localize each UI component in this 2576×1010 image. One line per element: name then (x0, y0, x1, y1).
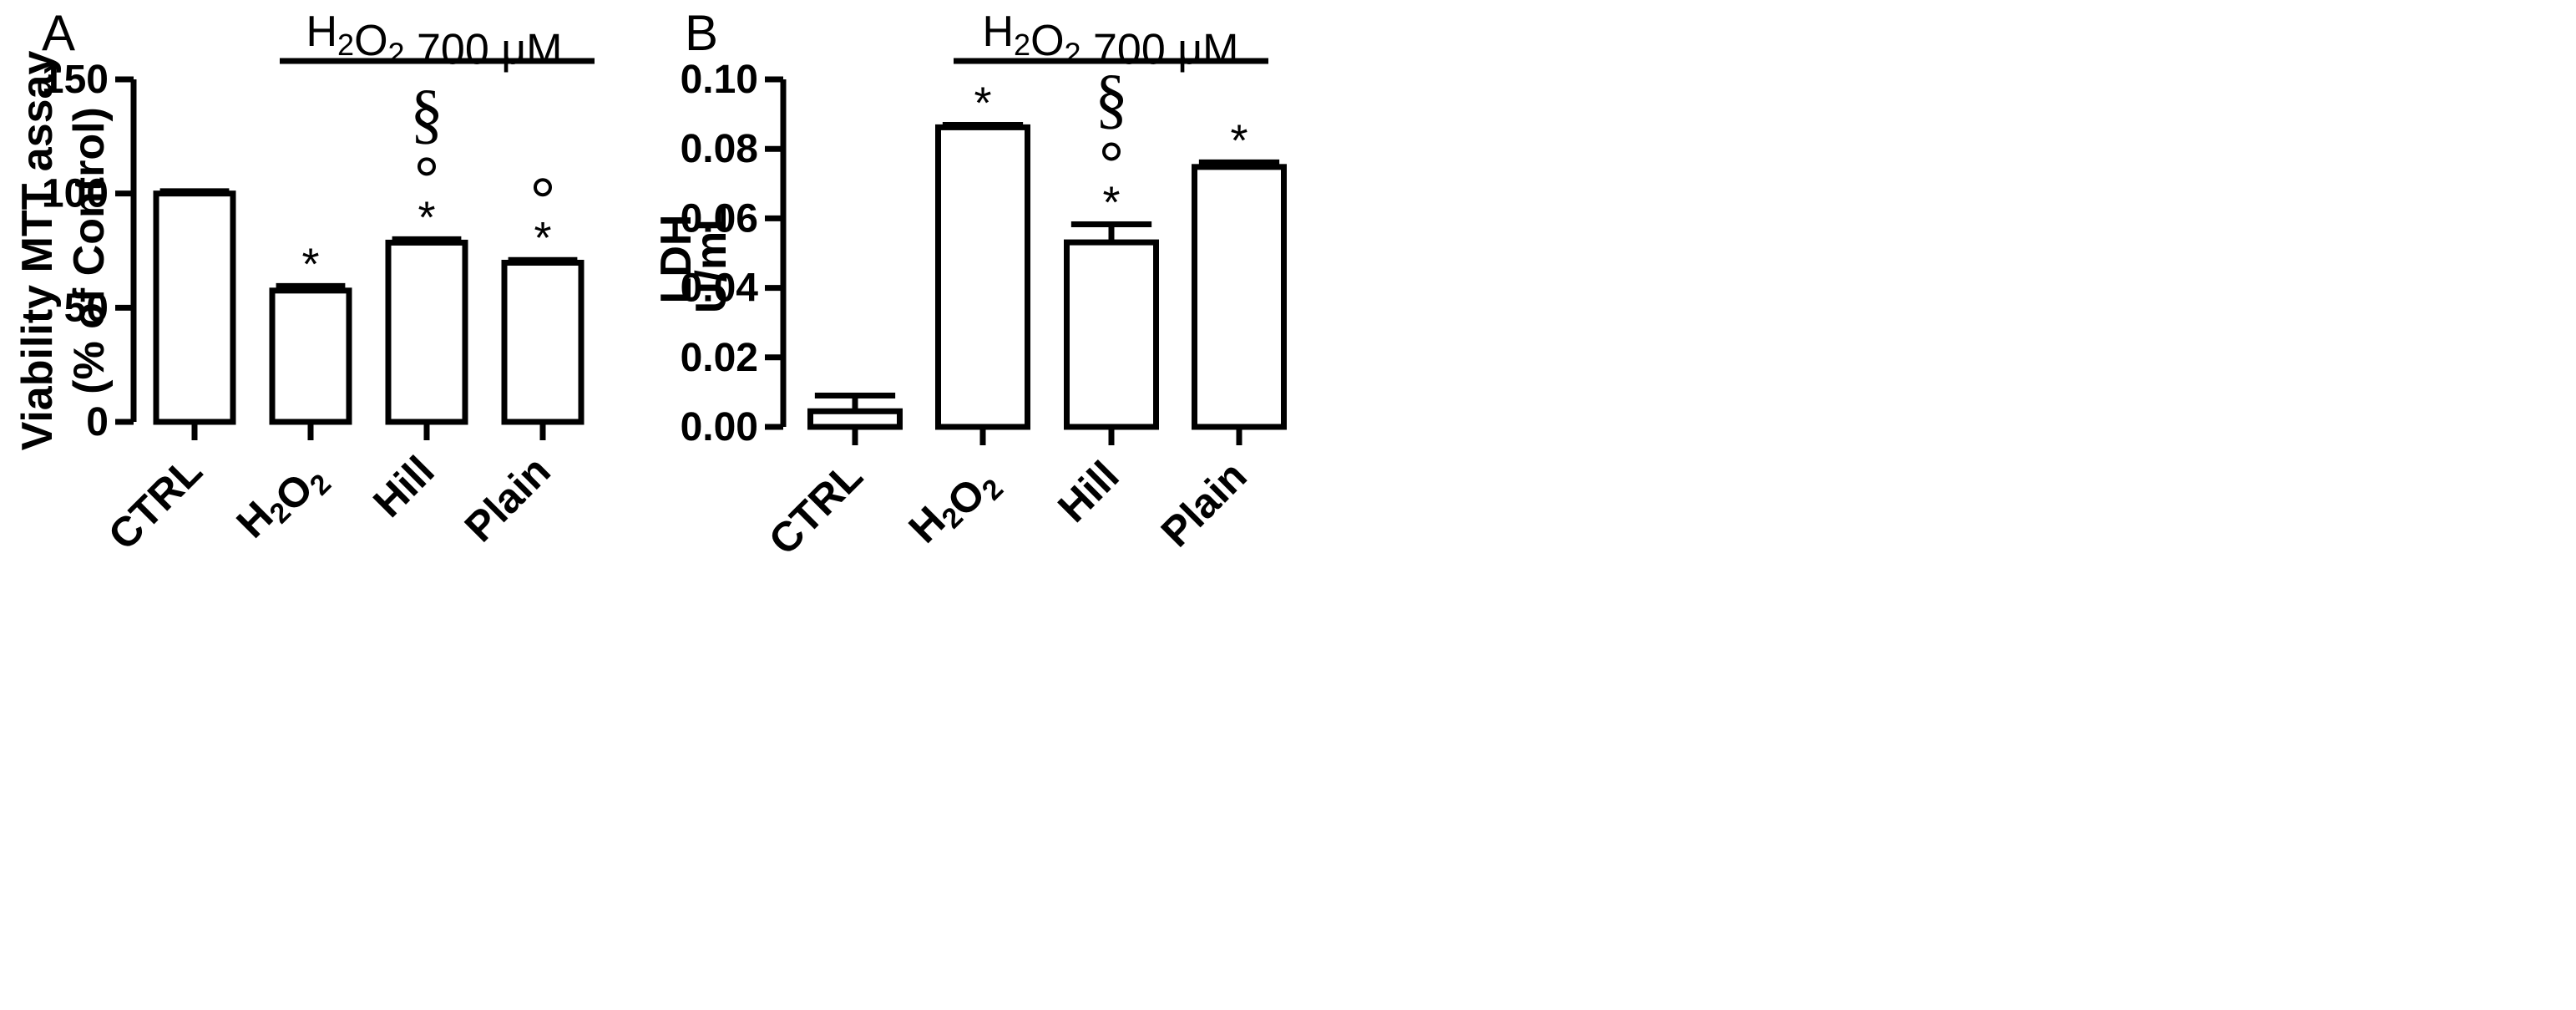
panel-label: B (685, 5, 718, 61)
treatment-label: H2O2 700 μM (306, 8, 562, 74)
x-tick-label: Plain (1152, 452, 1256, 556)
y-tick-label: 0.08 (681, 127, 758, 171)
x-tick-label: CTRL (99, 447, 211, 559)
annotation-asterisk: * (418, 192, 435, 242)
bar-plain (1192, 164, 1287, 430)
bar-plain (501, 259, 585, 425)
x-tick-label: H2O2 (899, 452, 1010, 562)
y-tick-label: 50 (64, 286, 109, 330)
bar-hill (1064, 239, 1159, 430)
annotation-circle (534, 178, 552, 197)
annotation-section: § (410, 77, 443, 150)
y-tick-label: 0.04 (681, 266, 759, 311)
annotation-asterisk: * (1102, 177, 1120, 227)
chart-panel-b: B H2O2 700 μM 0.00 0.02 0.04 0.06 0.08 0.10 LDHU… (652, 5, 1287, 564)
panel-label: A (42, 5, 75, 61)
y-tick-label: 0.00 (681, 405, 758, 449)
y-axis-title-line1: LDH (652, 215, 701, 304)
annotation-asterisk: * (301, 239, 319, 289)
y-axis-title-line2: U/mL (687, 205, 736, 313)
y-axis-title-line1: Viability MTT assay (13, 51, 62, 451)
bar-h2o2 (269, 287, 352, 425)
annotation-asterisk: * (534, 213, 551, 263)
y-tick-label: 0.06 (681, 196, 758, 241)
annotation-circle (1102, 142, 1121, 161)
x-tick-label: Plain (456, 447, 559, 551)
y-tick-label: 0 (86, 400, 109, 444)
y-tick-label: 0.10 (681, 58, 758, 102)
annotation-asterisk: * (1230, 115, 1248, 165)
bar-h2o2 (935, 124, 1030, 430)
treatment-label: H2O2 700 μM (982, 8, 1238, 74)
x-tick-label: Hill (364, 447, 443, 526)
bar-ctrl (153, 190, 236, 425)
y-axis-title-line2: (% of Control) (65, 107, 114, 394)
x-tick-label: Hill (1049, 452, 1128, 531)
y-tick-label: 150 (42, 58, 109, 102)
annotation-asterisk: * (974, 78, 991, 128)
annotation-circle (418, 157, 436, 176)
x-tick-label: CTRL (760, 452, 872, 564)
bar-ctrl (807, 408, 903, 430)
x-tick-label: H2O2 (227, 447, 337, 557)
y-tick-label: 100 (42, 172, 109, 216)
y-tick-label: 0.02 (681, 336, 758, 380)
bar-hill (385, 239, 468, 425)
annotation-section: § (1095, 62, 1128, 135)
